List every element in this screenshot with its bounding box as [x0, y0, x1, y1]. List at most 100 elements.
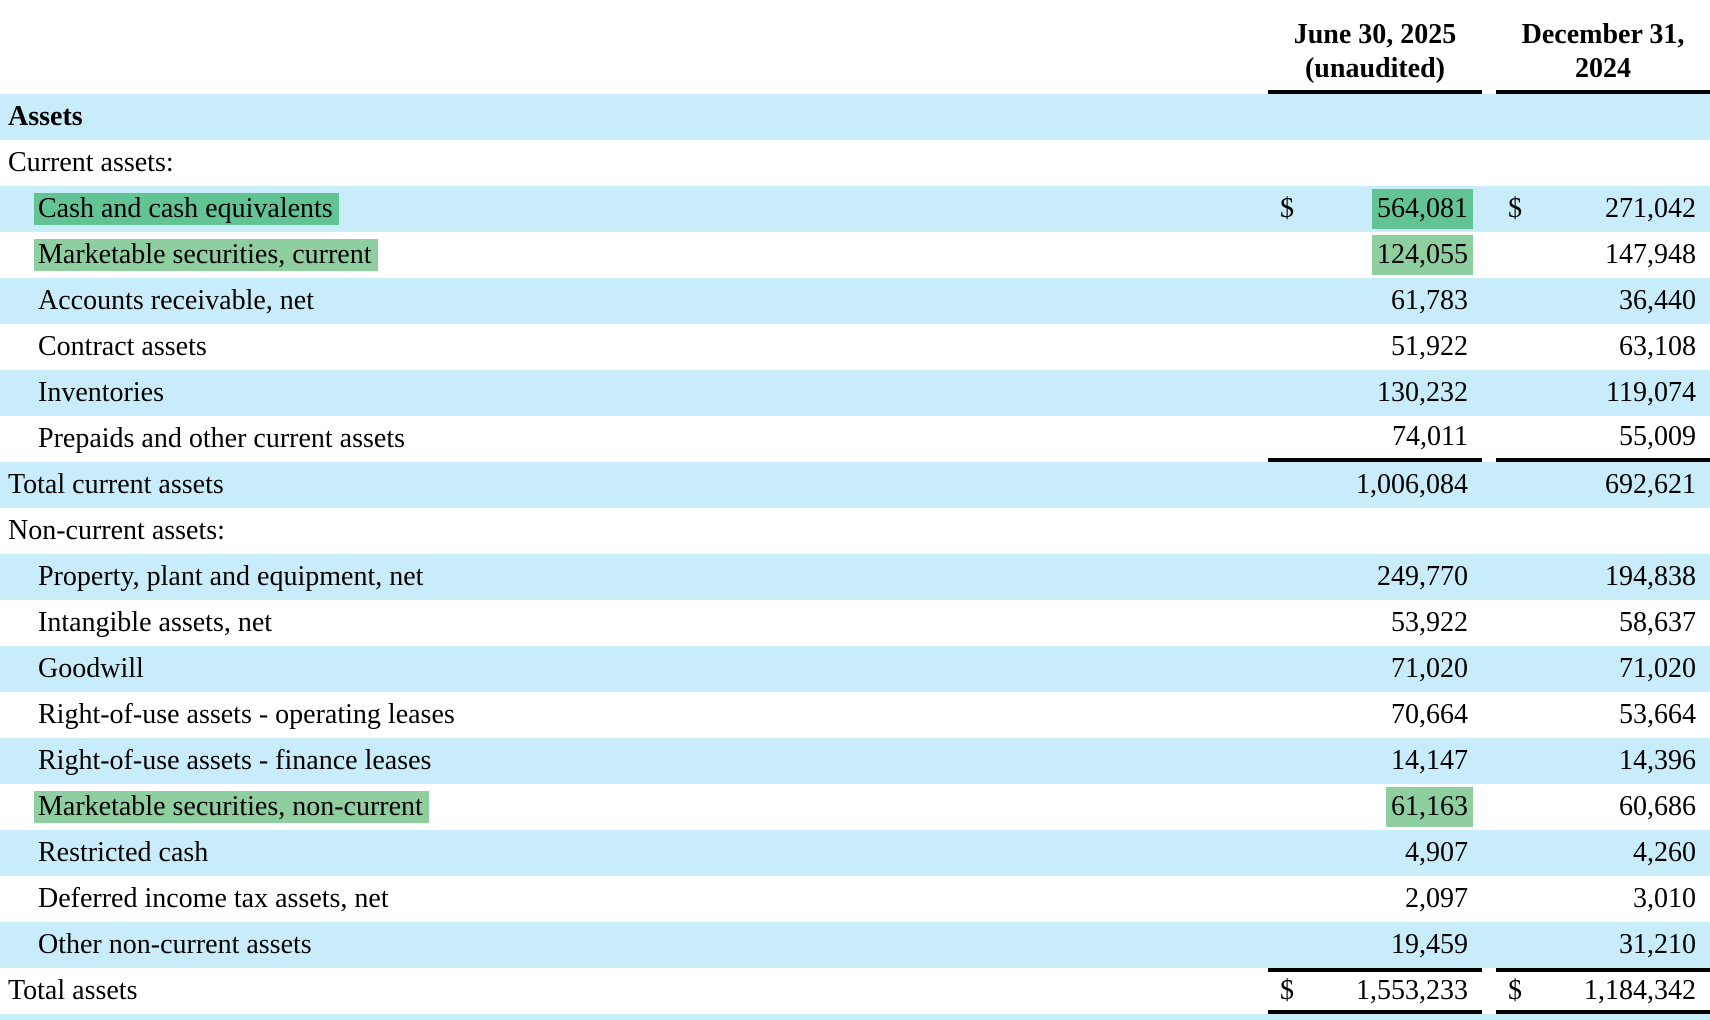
value-cell: 19,459	[1268, 922, 1482, 968]
value-current-period: 249,770	[1377, 561, 1468, 592]
row-label-cell: Property, plant and equipment, net	[0, 561, 1268, 593]
value-current-period: 2,097	[1405, 883, 1468, 914]
value-cell: 53,922	[1268, 600, 1482, 646]
value-current-period: 4,907	[1405, 837, 1468, 868]
row-label: Right-of-use assets - finance leases	[38, 745, 432, 776]
value-prior-period: 63,108	[1619, 331, 1696, 362]
value-prior-period: 4,260	[1633, 837, 1696, 868]
row-label: Goodwill	[38, 653, 144, 684]
row-label: Assets	[8, 101, 83, 132]
currency-symbol: $	[1280, 975, 1294, 1006]
value-prior-period: 14,396	[1619, 745, 1696, 776]
value-prior-period: 53,664	[1619, 699, 1696, 730]
value-current-period: 53,922	[1391, 607, 1468, 638]
row-label: Intangible assets, net	[38, 607, 273, 638]
row-label-cell: Inventories	[0, 377, 1268, 409]
row-label-cell: Contract assets	[0, 331, 1268, 363]
value-cell	[1496, 508, 1710, 554]
value-cell: 194,838	[1496, 554, 1710, 600]
table-row: Marketable securities, non-current 61,163…	[0, 784, 1710, 830]
row-label: Total assets	[8, 975, 138, 1006]
value-cell	[1268, 140, 1482, 186]
row-label-cell: Deferred income tax assets, net	[0, 883, 1268, 915]
column-header-line1: June 30, 2025	[1293, 19, 1457, 50]
value-prior-period: 55,009	[1619, 421, 1696, 452]
row-label: Contract assets	[38, 331, 207, 362]
value-cell: $271,042	[1496, 186, 1710, 232]
value-cell	[1496, 140, 1710, 186]
row-label-cell: Marketable securities, non-current	[0, 791, 1268, 823]
table-row: Inventories 130,232 119,074	[0, 370, 1710, 416]
table-row: Other non-current assets 19,459 31,210	[0, 922, 1710, 968]
value-cell: 60,686	[1496, 784, 1710, 830]
value-cell: 249,770	[1268, 554, 1482, 600]
row-label-cell: Accounts receivable, net	[0, 285, 1268, 317]
row-label-cell: Cash and cash equivalents	[0, 193, 1268, 225]
table-row: Contract assets 51,922 63,108	[0, 324, 1710, 370]
table-row: Total current assets 1,006,084 692,621	[0, 462, 1710, 508]
row-label: Inventories	[38, 377, 164, 408]
value-cell: 31,210	[1496, 922, 1710, 968]
value-current-period: 1,553,233	[1356, 975, 1468, 1006]
column-gap	[1482, 0, 1496, 94]
value-prior-period: 71,020	[1619, 653, 1696, 684]
value-current-period: 51,922	[1391, 331, 1468, 362]
value-prior-period: 58,637	[1619, 607, 1696, 638]
row-label-cell: Restricted cash	[0, 837, 1268, 869]
row-label: Non-current assets:	[8, 515, 225, 546]
value-current-period: 130,232	[1377, 377, 1468, 408]
currency-symbol: $	[1508, 975, 1522, 1006]
row-label-cell: Assets	[0, 101, 1268, 133]
value-current-period-highlighted: 61,163	[1386, 787, 1473, 827]
value-cell: 58,637	[1496, 600, 1710, 646]
value-cell: 63,108	[1496, 324, 1710, 370]
row-label-highlighted: Marketable securities, non-current	[34, 791, 429, 823]
value-current-period: 1,006,084	[1356, 469, 1468, 500]
row-label-cell: Intangible assets, net	[0, 607, 1268, 639]
header-label-spacer	[0, 0, 1268, 94]
currency-symbol: $	[1280, 193, 1294, 224]
table-row: Marketable securities, current 124,055 147…	[0, 232, 1710, 278]
row-label: Right-of-use assets - operating leases	[38, 699, 455, 730]
value-cell: 4,907	[1268, 830, 1482, 876]
value-cell: $1,184,342	[1496, 968, 1710, 1014]
row-label-cell: Current assets:	[0, 147, 1268, 179]
row-label-highlighted: Cash and cash equivalents	[34, 193, 339, 225]
value-prior-period: 3,010	[1633, 883, 1696, 914]
table-row: Property, plant and equipment, net 249,77…	[0, 554, 1710, 600]
value-current-period: 19,459	[1391, 929, 1468, 960]
value-cell: 70,664	[1268, 692, 1482, 738]
row-label-cell: Right-of-use assets - operating leases	[0, 699, 1268, 731]
value-cell	[1268, 94, 1482, 140]
table-body: Assets Current assets: Cash and cash equiv…	[0, 94, 1710, 1014]
value-cell: 1,006,084	[1268, 462, 1482, 508]
table-row: Total assets $1,553,233 $1,184,342	[0, 968, 1710, 1014]
row-label-highlighted: Marketable securities, current	[34, 239, 378, 271]
table-row: Restricted cash 4,907 4,260	[0, 830, 1710, 876]
table-row: Deferred income tax assets, net 2,097 3,01…	[0, 876, 1710, 922]
row-label: Deferred income tax assets, net	[38, 883, 389, 914]
row-label-cell: Marketable securities, current	[0, 239, 1268, 271]
partial-next-row	[0, 1014, 1710, 1020]
value-current-period: 61,783	[1391, 285, 1468, 316]
value-current-period-highlighted: 564,081	[1372, 189, 1473, 229]
row-label-cell: Non-current assets:	[0, 515, 1268, 547]
value-cell: 61,783	[1268, 278, 1482, 324]
table-row: Prepaids and other current assets 74,011 5…	[0, 416, 1710, 462]
value-prior-period: 60,686	[1619, 791, 1696, 822]
column-header-line2: (unaudited)	[1304, 53, 1446, 84]
value-cell: 61,163	[1268, 784, 1482, 830]
value-cell: 53,664	[1496, 692, 1710, 738]
table-row: Current assets:	[0, 140, 1710, 186]
value-cell: 2,097	[1268, 876, 1482, 922]
value-prior-period: 36,440	[1619, 285, 1696, 316]
row-label: Total current assets	[8, 469, 224, 500]
table-row: Cash and cash equivalents $564,081 $271,04…	[0, 186, 1710, 232]
column-header-june-30-2025: June 30, 2025 (unaudited)	[1268, 0, 1482, 94]
value-cell: 147,948	[1496, 232, 1710, 278]
value-cell: 74,011	[1268, 416, 1482, 462]
value-cell: 124,055	[1268, 232, 1482, 278]
table-row: Non-current assets:	[0, 508, 1710, 554]
row-label: Current assets:	[8, 147, 174, 178]
value-prior-period: 119,074	[1606, 377, 1696, 408]
